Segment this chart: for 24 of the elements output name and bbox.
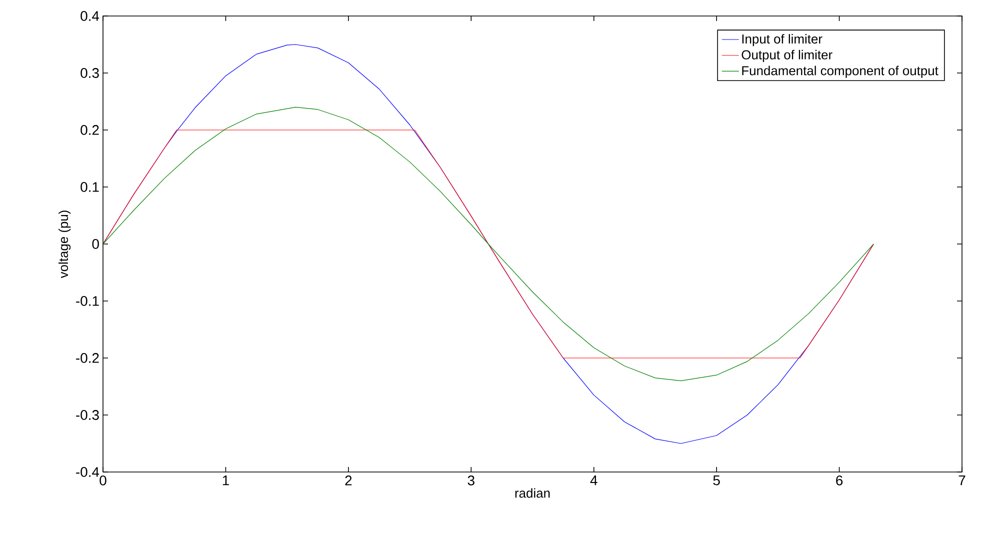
x-tick-label: 3 xyxy=(468,476,474,486)
legend-label: Fundamental component of output xyxy=(742,66,938,78)
x-tick-label: 5 xyxy=(713,476,720,486)
y-tick-label: -0.4 xyxy=(76,467,100,477)
x-tick-label: 7 xyxy=(958,476,966,486)
x-axis-title: radian xyxy=(515,488,550,498)
x-tick-label: 1 xyxy=(222,476,229,486)
y-axis-title: voltage (pu) xyxy=(58,210,71,278)
x-tick-label: 2 xyxy=(345,476,352,486)
y-tick-label: -0.3 xyxy=(76,410,99,420)
y-tick-label: -0.1 xyxy=(76,296,99,306)
line-series xyxy=(103,106,874,382)
y-tick-label: 0.4 xyxy=(80,11,100,21)
x-tick-label: 6 xyxy=(836,476,843,486)
legend-label: Output of limiter xyxy=(742,50,832,62)
y-tick-label: 0.1 xyxy=(80,182,99,192)
x-tick-label: 4 xyxy=(590,476,598,486)
y-tick-label: 0 xyxy=(92,239,99,249)
x-tick-label: 0 xyxy=(100,476,106,486)
line-series xyxy=(103,130,874,358)
y-tick-label: 0.2 xyxy=(80,125,99,135)
y-tick-label: -0.2 xyxy=(76,353,99,363)
legend-label: Input of limiter xyxy=(742,34,822,46)
y-tick-label: 0.3 xyxy=(80,68,99,78)
